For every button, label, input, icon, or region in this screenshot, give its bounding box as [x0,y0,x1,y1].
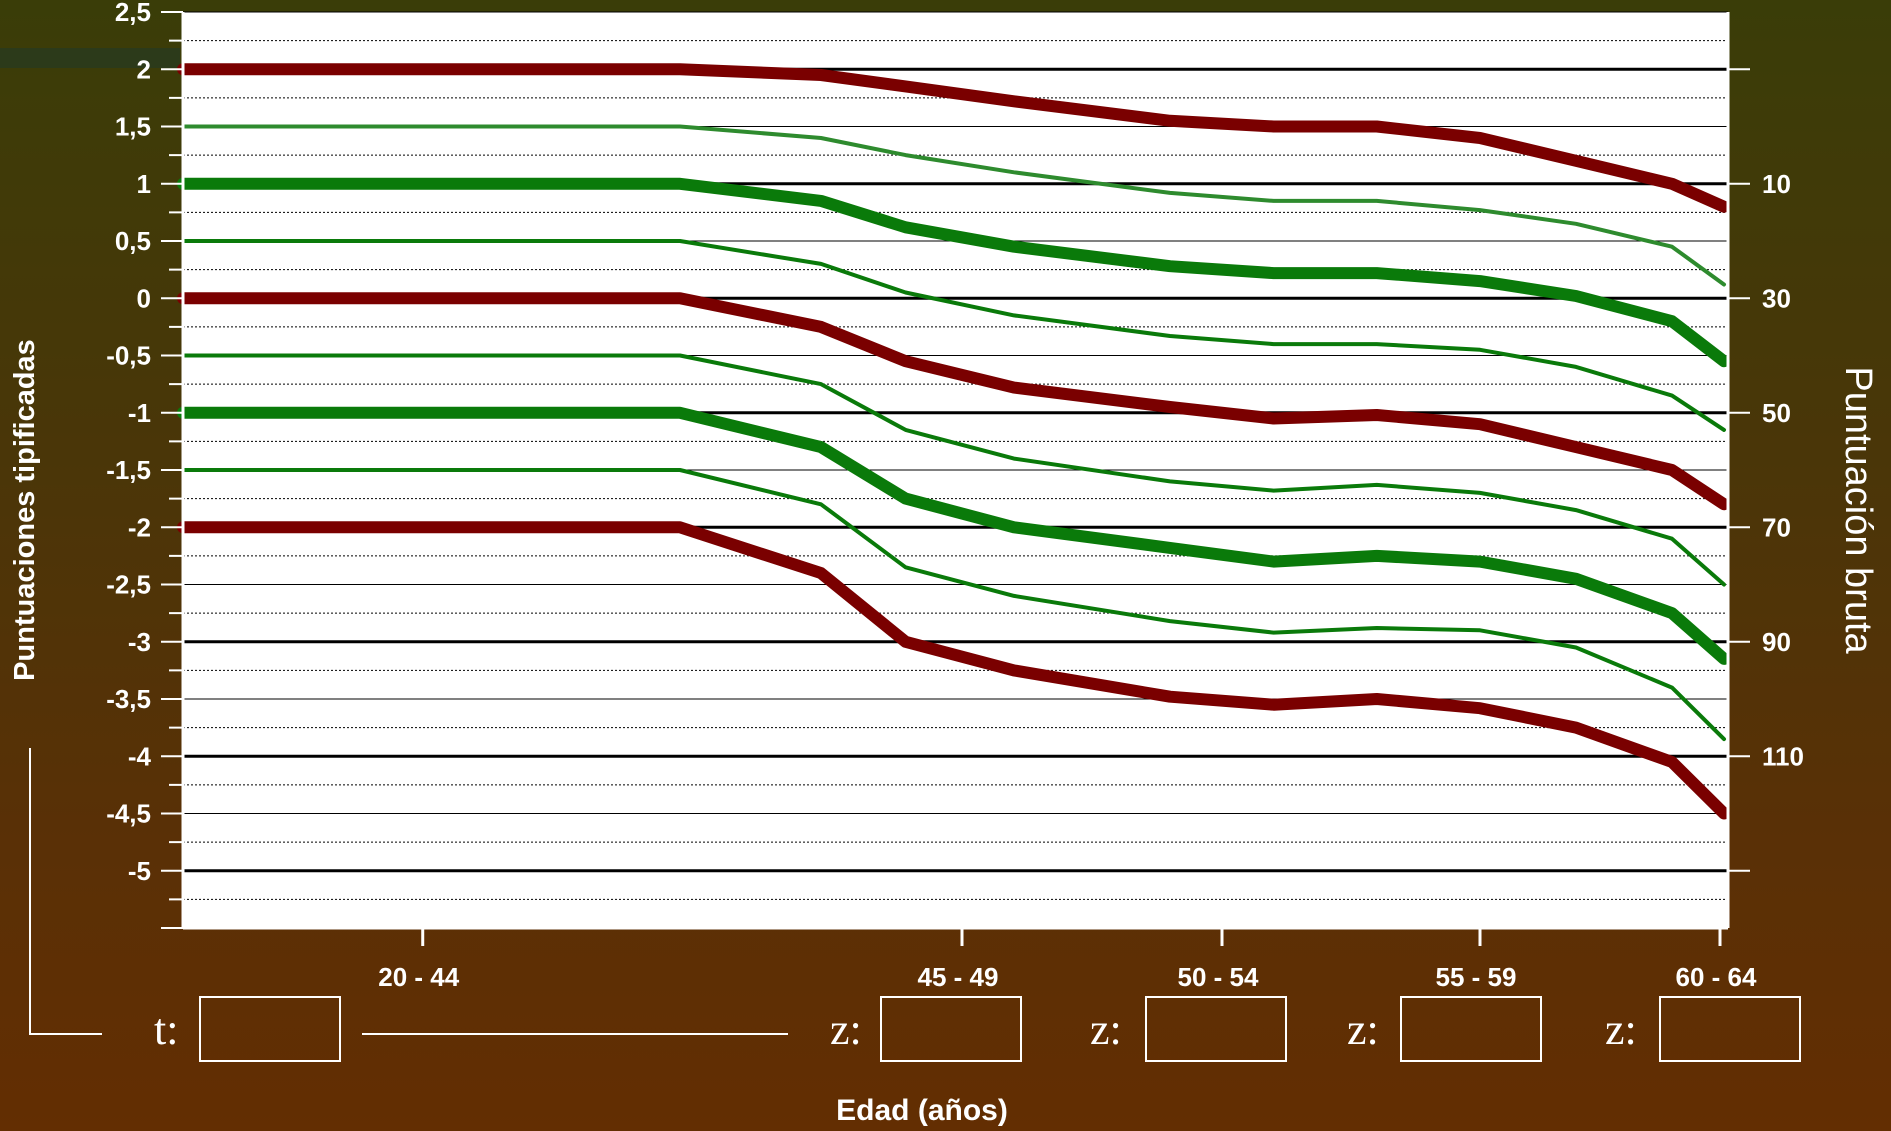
bracket-line [29,748,102,1035]
series-line-8 [181,468,1726,742]
x-tick-label: 55 - 59 [1436,962,1517,992]
z-label-45-49: z: [830,1005,862,1054]
ticks: 2,5 2 1,5 1 0,5 0 -0,5 -1 -1,5 -2 -2,5 -3 -3,5 -4 -4,5… [106,0,1804,992]
x-axis-title: Edad (años) [836,1094,1008,1127]
y-tick-label: -3,5 [106,684,151,714]
series-line-6 [181,353,1726,587]
t-label: t: [154,1005,179,1054]
series-line-7 [177,406,1730,665]
y2-tick-label: 70 [1762,512,1791,542]
series-line-2 [181,124,1726,287]
y2-tick-label: 50 [1762,398,1791,428]
y-tick-label: 2 [137,54,151,84]
y-tick-label: -2,5 [106,570,151,600]
z-input-55-59[interactable] [1400,996,1542,1062]
series-line-5 [177,292,1730,511]
y2-tick-label: 10 [1762,169,1791,199]
y-tick-label: -0,5 [106,341,151,371]
decor-band [0,48,180,68]
y2-axis-title: Puntuación bruta [1837,366,1879,654]
x-tick-label: 20 - 44 [378,962,459,992]
series-lines [177,63,1730,820]
x-tick-label: 60 - 64 [1676,962,1757,992]
series-line-3 [177,177,1730,368]
y-tick-label: -1,5 [106,455,151,485]
y2-tick-label: 90 [1762,627,1791,657]
z-input-50-54[interactable] [1145,996,1287,1062]
z-input-60-64[interactable] [1659,996,1801,1062]
z-input-45-49[interactable] [880,996,1022,1062]
y-tick-label: -5 [128,856,151,886]
y-tick-label: -3 [128,627,151,657]
series-line-1 [177,63,1730,213]
z-label-50-54: z: [1090,1005,1122,1054]
y-tick-label: 0 [137,283,151,313]
t-input[interactable] [199,996,341,1062]
y2-tick-label: 30 [1762,283,1791,313]
x-tick-label: 45 - 49 [918,962,999,992]
y-tick-label: 1 [137,169,151,199]
y-tick-label: -1 [128,398,151,428]
y-tick-label: 2,5 [115,0,151,27]
series-line-4 [181,239,1726,432]
grid [183,11,1728,929]
series-line-9 [177,521,1730,820]
z-label-55-59: z: [1347,1005,1379,1054]
x-tick-label: 50 - 54 [1178,962,1259,992]
y-tick-label: -4 [128,741,152,771]
y-tick-label: -2 [128,512,151,542]
y-tick-label: 0,5 [115,226,151,256]
y2-tick-label: 110 [1762,741,1804,771]
y-tick-label: -4,5 [106,799,151,829]
y-axis-title: Puntuaciones tipificadas [9,339,41,681]
z-label-60-64: z: [1605,1005,1637,1054]
y-tick-label: 1,5 [115,112,151,142]
